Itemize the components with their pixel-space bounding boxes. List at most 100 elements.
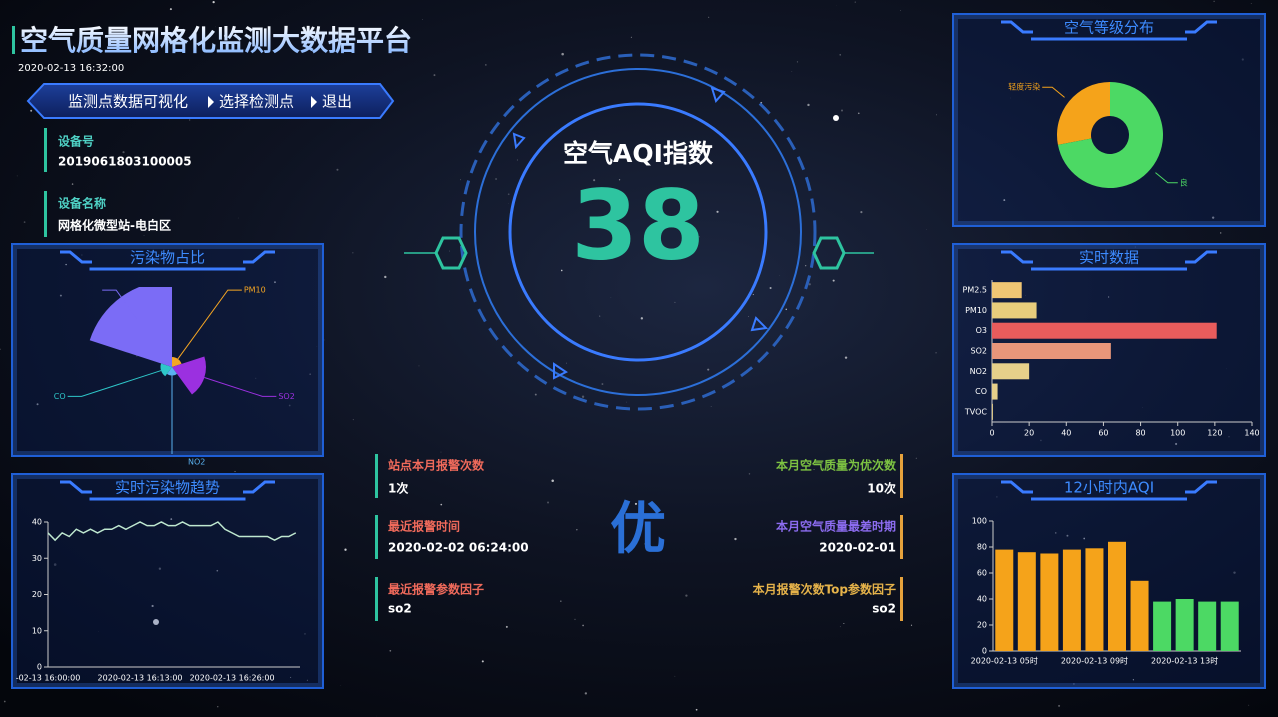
star	[833, 115, 839, 121]
panel-glow	[13, 475, 322, 687]
bar	[992, 302, 1037, 319]
x-tick-label: 140	[1244, 429, 1259, 438]
star	[459, 179, 461, 181]
star	[304, 633, 306, 635]
star	[534, 393, 537, 396]
leader-line	[204, 377, 277, 397]
stat-value: 2020-02-02 06:24:00	[388, 541, 529, 555]
star	[65, 263, 67, 266]
star	[398, 585, 400, 587]
star	[574, 618, 576, 621]
star	[1142, 407, 1143, 408]
info-value: 2019061803100005	[58, 155, 192, 169]
star	[1083, 537, 1086, 540]
bar	[1198, 601, 1217, 651]
star	[1003, 199, 1006, 202]
star	[449, 250, 450, 252]
bar	[995, 549, 1014, 651]
rose-segment	[167, 367, 177, 376]
star	[1009, 97, 1011, 99]
star	[560, 600, 562, 602]
star	[708, 16, 710, 18]
star	[698, 236, 700, 238]
slice-label: SO2	[278, 392, 294, 401]
nav-item[interactable]: 监测点数据可视化	[68, 93, 188, 111]
star	[581, 395, 585, 398]
star	[1211, 216, 1215, 219]
star	[507, 193, 510, 196]
star	[344, 548, 347, 551]
star	[440, 451, 442, 453]
star	[805, 265, 807, 267]
x-tick-label: 60	[1098, 429, 1108, 438]
alarm-stats: 站点本月报警次数 1次 最近报警时间 2020-02-02 06:24:00 最…	[375, 454, 529, 621]
star	[582, 624, 584, 627]
star	[841, 109, 843, 112]
star	[212, 1, 215, 4]
star	[98, 631, 99, 633]
star	[839, 626, 841, 628]
x-tick-label: 2020-02-13 16:26:00	[190, 674, 275, 683]
panel-glow	[954, 475, 1264, 687]
dial-ring	[508, 102, 768, 362]
star	[1025, 295, 1027, 296]
nav-item[interactable]: 退出	[322, 93, 352, 111]
star	[779, 275, 781, 276]
star	[674, 301, 676, 303]
star	[1054, 532, 1057, 534]
star	[516, 159, 519, 161]
y-tick-label: 40	[32, 518, 42, 527]
nav-item[interactable]: 选择检测点	[219, 93, 294, 111]
stat-value: 10次	[867, 481, 896, 496]
corner-deco	[60, 250, 275, 264]
stat-label: 站点本月报警次数	[388, 458, 485, 473]
star	[752, 294, 754, 296]
star	[306, 679, 308, 681]
y-tick-label: 40	[977, 595, 987, 604]
star	[915, 457, 917, 459]
bar	[992, 363, 1030, 380]
star	[352, 419, 354, 421]
bar	[992, 282, 1022, 299]
y-tick-label: PM10	[965, 306, 987, 315]
info-label: 设备名称	[58, 196, 106, 211]
y-tick-label: NO2	[970, 367, 987, 376]
aqi-title: 空气AQI指数	[563, 139, 714, 168]
star	[433, 74, 436, 77]
bar	[992, 322, 1217, 339]
star	[843, 623, 845, 624]
star	[352, 252, 354, 254]
y-tick-label: TVOC	[964, 407, 988, 416]
star	[336, 168, 339, 171]
star	[495, 178, 497, 180]
y-tick-label: 60	[977, 569, 987, 578]
star	[53, 563, 57, 566]
stat-accent	[900, 577, 903, 621]
aqi-value: 38	[571, 169, 705, 281]
star	[807, 103, 810, 107]
star	[255, 377, 257, 379]
rose-segment	[89, 287, 172, 367]
star	[546, 501, 550, 504]
x-tick-label: 120	[1207, 429, 1222, 438]
star	[599, 315, 601, 317]
star	[143, 234, 145, 236]
bar	[1153, 601, 1172, 651]
star	[122, 151, 125, 154]
x-tick-label: 100	[1170, 429, 1185, 438]
star	[158, 567, 162, 570]
star	[309, 373, 311, 376]
bar	[992, 403, 993, 420]
y-tick-label: CO	[975, 387, 987, 396]
y-tick-label: 0	[982, 647, 987, 656]
bar	[992, 343, 1111, 359]
star	[910, 624, 913, 626]
star	[81, 254, 83, 256]
star	[316, 345, 318, 347]
star	[857, 112, 860, 115]
star	[153, 619, 159, 625]
rose-segment	[160, 363, 172, 377]
bar	[992, 383, 998, 400]
star	[384, 275, 387, 279]
